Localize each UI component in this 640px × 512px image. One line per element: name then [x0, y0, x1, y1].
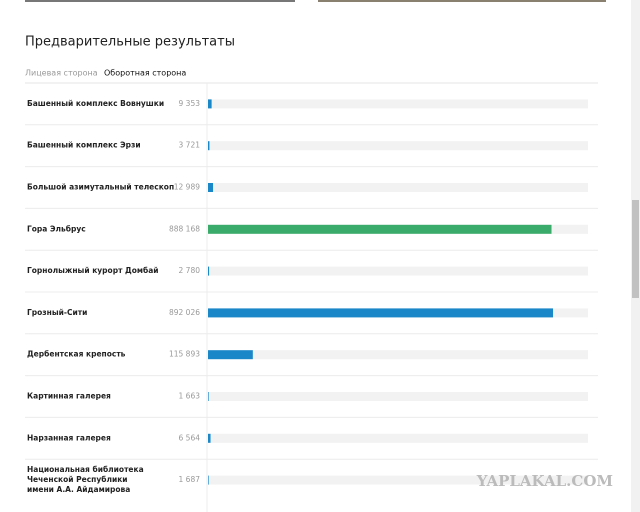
- page-title: Предварительные результаты: [25, 35, 235, 50]
- row-label: Башенный комплекс Вовнушки: [27, 99, 164, 108]
- bar-track: [208, 183, 588, 192]
- bar: [208, 433, 211, 443]
- bar-track: [208, 141, 588, 151]
- row-label: Башенный комплекс Эрзи: [27, 141, 141, 150]
- watermark: YAPLAKAL.COM: [476, 472, 613, 490]
- row-label: имени А.А. Айдамирова: [27, 485, 130, 494]
- row-value: 115 893: [169, 350, 200, 359]
- tab[interactable]: Оборотная сторона: [104, 69, 186, 78]
- bar: [208, 308, 553, 318]
- row-label: Национальная библиотека: [27, 465, 144, 474]
- scrollbar-thumb[interactable]: [632, 200, 639, 298]
- row-label: Дербентская крепость: [27, 350, 126, 359]
- row-value: 3 721: [179, 141, 201, 150]
- bar-track: [208, 99, 588, 109]
- row-value: 1 663: [179, 392, 201, 401]
- bar: [208, 141, 210, 151]
- bar-track: [208, 475, 588, 485]
- row-label: Большой азимутальный телескоп: [27, 183, 174, 192]
- row-label: Горнолыжный курорт Домбай: [27, 266, 159, 275]
- row-label: Нарзанная галерея: [27, 433, 111, 442]
- row-value: 2 780: [179, 266, 201, 275]
- image-strip: [318, 0, 606, 2]
- bar: [208, 475, 209, 485]
- bar: [208, 266, 210, 276]
- image-strip: [25, 0, 295, 2]
- bar-track: [208, 266, 588, 276]
- row-value: 888 168: [169, 224, 200, 233]
- row-label: Чеченской Республики: [27, 475, 128, 484]
- row-value: 6 564: [179, 433, 201, 442]
- bar: [208, 350, 253, 360]
- tab[interactable]: Лицевая сторона: [25, 69, 98, 78]
- bar: [208, 183, 214, 192]
- row-label: Картинная галерея: [27, 392, 111, 401]
- row-value: 892 026: [169, 308, 200, 317]
- bar: [208, 99, 212, 109]
- row-label: Гора Эльбрус: [27, 224, 86, 233]
- row-value: 12 989: [174, 183, 200, 192]
- bar-track: [208, 433, 588, 443]
- row-label: Грозный-Сити: [27, 308, 87, 317]
- bar: [208, 224, 552, 234]
- bar-track: [208, 392, 588, 401]
- row-value: 1 687: [179, 475, 201, 484]
- bar: [208, 392, 209, 401]
- bar-track: [208, 350, 588, 360]
- row-value: 9 353: [179, 99, 201, 108]
